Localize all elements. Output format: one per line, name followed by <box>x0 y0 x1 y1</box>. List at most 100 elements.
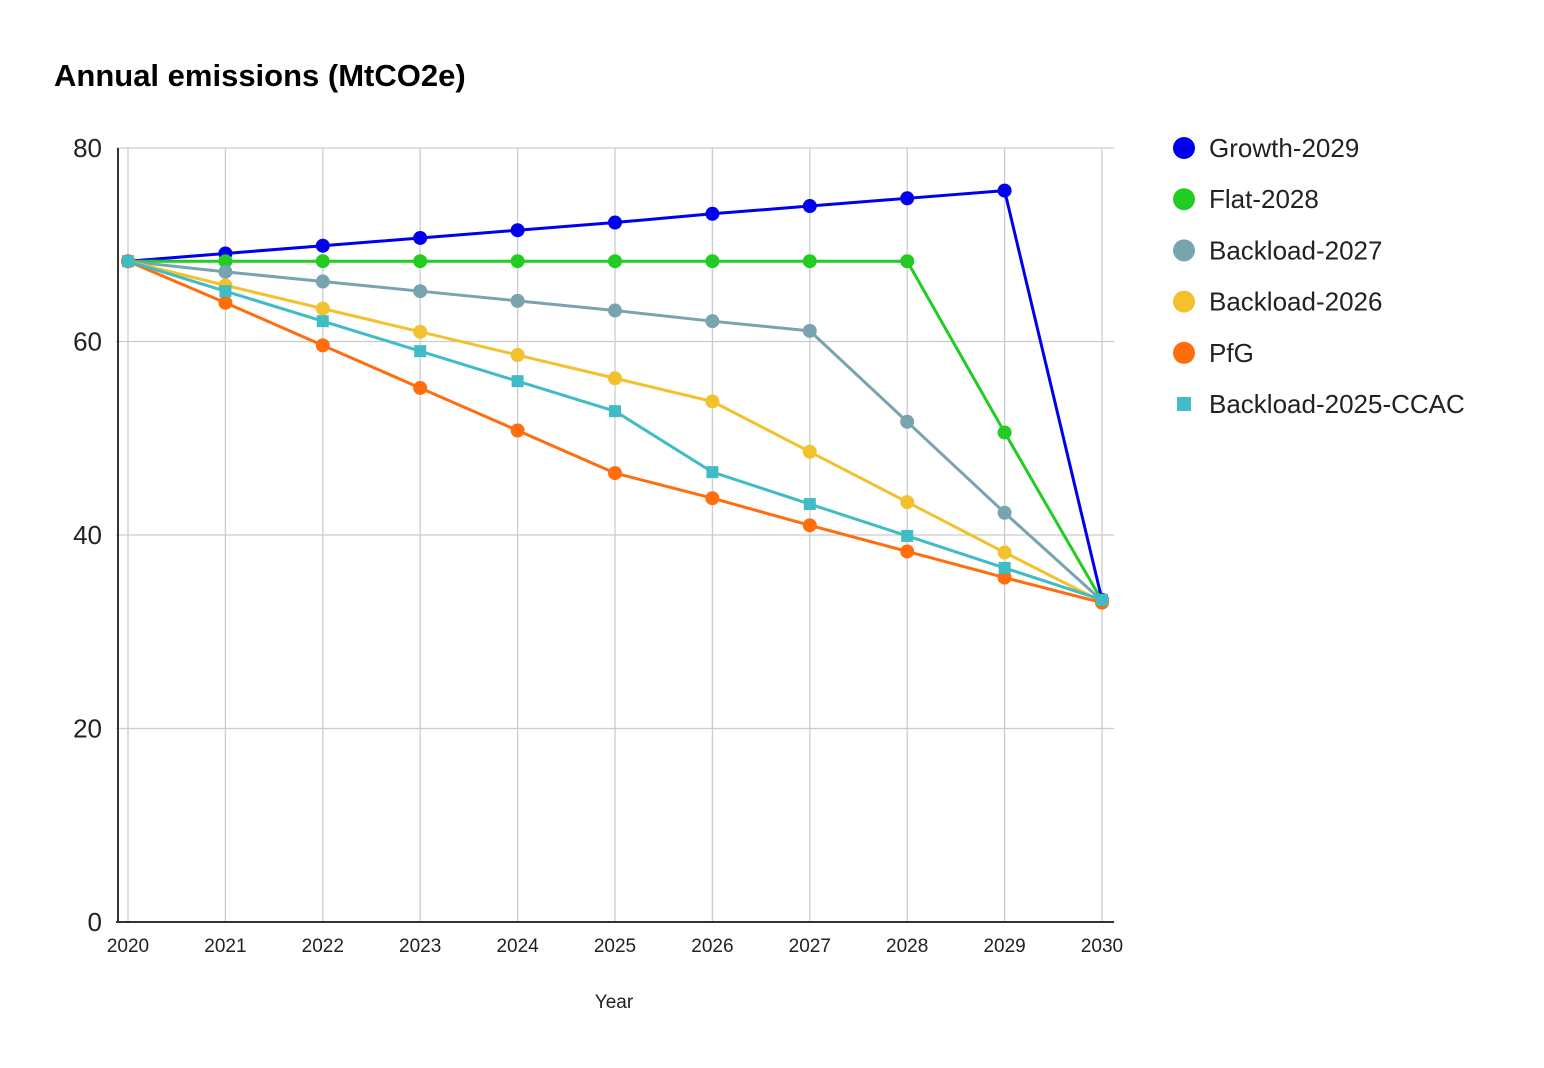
data-point <box>413 380 428 395</box>
x-tick-label: 2025 <box>594 936 636 957</box>
x-tick-label: 2029 <box>983 936 1025 957</box>
legend-label: PfG <box>1209 338 1254 368</box>
data-point <box>901 529 914 542</box>
data-point <box>219 285 232 298</box>
x-tick-label: 2026 <box>691 936 733 957</box>
y-axis-ticks: 0 20 40 60 80 <box>73 133 102 937</box>
data-point <box>510 348 525 363</box>
x-tick-label: 2028 <box>886 936 928 957</box>
data-point <box>608 371 622 386</box>
x-tick-label: 2024 <box>496 936 539 957</box>
x-tick-label: 2020 <box>107 936 149 957</box>
x-tick-label: 2023 <box>399 936 441 957</box>
legend-label: Flat-2028 <box>1209 184 1319 214</box>
legend-marker <box>1173 290 1195 313</box>
series-backload-2025-ccac <box>122 255 1108 606</box>
legend-label: Backload-2025-CCAC <box>1209 389 1465 419</box>
data-point <box>705 394 720 409</box>
data-point <box>802 199 817 214</box>
y-tick-label: 0 <box>88 907 102 937</box>
legend-marker <box>1173 341 1195 364</box>
data-point <box>510 293 525 308</box>
legend-label: Backload-2027 <box>1209 235 1382 265</box>
data-point <box>414 345 427 358</box>
legend: Growth-2029 Flat-2028 Backload-2027 Backloa… <box>1173 133 1465 419</box>
data-point <box>802 323 817 338</box>
data-point <box>802 254 817 269</box>
data-point <box>705 206 720 221</box>
data-point <box>900 414 915 429</box>
legend-item-backload-2027: Backload-2027 <box>1173 235 1382 265</box>
x-tick-label: 2030 <box>1081 936 1123 957</box>
data-point <box>413 284 428 299</box>
legend-item-pfg: PfG <box>1173 338 1254 368</box>
data-point <box>997 425 1012 440</box>
x-axis-title: Year <box>595 992 634 1013</box>
data-point <box>510 223 525 238</box>
x-axis-ticks: 2020 2021 2022 2023 2024 2025 2026 2027 2028 2029… <box>107 936 1123 957</box>
data-point <box>997 570 1012 585</box>
legend-label: Backload-2026 <box>1209 287 1382 317</box>
data-point <box>413 254 428 269</box>
data-point <box>997 183 1012 198</box>
data-point <box>608 215 622 230</box>
legend-item-backload-2025-ccac: Backload-2025-CCAC <box>1177 389 1465 419</box>
data-point <box>218 254 233 269</box>
data-point <box>997 545 1012 560</box>
legend-marker <box>1177 397 1191 411</box>
data-point <box>218 295 233 310</box>
legend-label: Growth-2029 <box>1209 133 1359 163</box>
data-point <box>609 405 621 418</box>
y-tick-label: 80 <box>73 133 102 163</box>
data-point <box>900 191 915 206</box>
data-point <box>802 518 817 533</box>
data-point <box>900 254 915 269</box>
y-tick-label: 60 <box>73 327 102 357</box>
data-point <box>510 254 525 269</box>
x-tick-label: 2027 <box>789 936 831 957</box>
data-point <box>315 254 330 269</box>
data-point <box>705 491 720 506</box>
data-point <box>900 544 915 559</box>
x-tick-label: 2021 <box>204 936 246 957</box>
data-point <box>1096 593 1108 606</box>
legend-item-backload-2026: Backload-2026 <box>1173 287 1382 317</box>
data-point <box>803 498 816 511</box>
data-point <box>802 444 817 459</box>
legend-item-flat-2028: Flat-2028 <box>1173 184 1319 214</box>
y-tick-label: 40 <box>73 520 102 550</box>
data-point <box>315 301 330 316</box>
data-point <box>122 255 134 268</box>
data-point <box>705 254 720 269</box>
legend-marker <box>1173 239 1195 262</box>
legend-marker <box>1173 188 1195 211</box>
data-point <box>900 495 915 510</box>
data-point <box>608 254 622 269</box>
data-point <box>997 505 1012 520</box>
data-point <box>315 274 330 289</box>
series-pfg <box>121 254 1109 610</box>
data-point <box>316 315 329 328</box>
x-tick-label: 2022 <box>302 936 344 957</box>
data-point <box>511 375 524 388</box>
legend-marker <box>1173 137 1195 159</box>
series-growth-2029 <box>121 183 1109 607</box>
data-point <box>315 238 330 253</box>
axes <box>116 148 1114 923</box>
data-point <box>998 561 1011 574</box>
data-point <box>608 466 622 481</box>
data-point <box>315 338 330 353</box>
gridlines <box>116 147 1114 922</box>
y-tick-label: 20 <box>73 714 102 744</box>
chart-title: Annual emissions (MtCO2e) <box>54 58 466 93</box>
data-point <box>413 324 428 339</box>
data-point <box>706 466 719 479</box>
data-point <box>510 423 525 438</box>
data-point <box>413 230 428 245</box>
data-point <box>705 314 720 329</box>
data-point <box>218 264 233 279</box>
series-lines <box>121 183 1109 610</box>
legend-item-growth-2029: Growth-2029 <box>1173 133 1359 163</box>
data-point <box>608 303 622 318</box>
